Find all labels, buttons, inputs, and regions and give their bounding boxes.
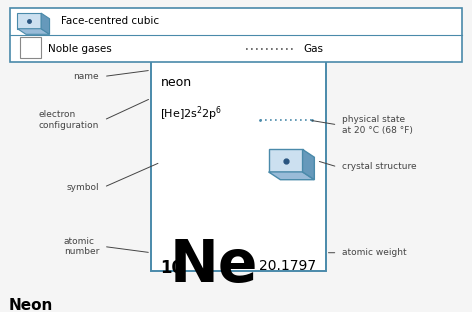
Text: crystal structure: crystal structure	[342, 163, 417, 171]
Text: Face-centred cubic: Face-centred cubic	[61, 16, 160, 26]
Text: atomic
number: atomic number	[64, 237, 99, 256]
Bar	[17, 13, 41, 29]
Text: $\mathregular{[He]2s^22p^6}$: $\mathregular{[He]2s^22p^6}$	[160, 105, 223, 123]
Text: Neon: Neon	[8, 298, 53, 312]
Text: symbol: symbol	[67, 183, 99, 192]
Polygon shape	[41, 13, 50, 34]
Polygon shape	[303, 149, 314, 180]
Text: neon: neon	[160, 76, 192, 90]
Text: atomic weight: atomic weight	[342, 248, 407, 257]
Polygon shape	[269, 172, 314, 180]
Text: physical state
at 20 °C (68 °F): physical state at 20 °C (68 °F)	[342, 115, 413, 134]
FancyBboxPatch shape	[151, 47, 326, 271]
Text: Ne: Ne	[170, 237, 258, 294]
Text: 10: 10	[160, 259, 184, 277]
Polygon shape	[17, 29, 50, 34]
FancyBboxPatch shape	[269, 149, 303, 172]
Text: name: name	[74, 72, 99, 81]
Text: 20.1797: 20.1797	[259, 259, 316, 273]
FancyBboxPatch shape	[10, 8, 462, 62]
Text: Gas: Gas	[303, 44, 323, 54]
Text: Noble gases: Noble gases	[48, 44, 112, 54]
Text: electron
configuration: electron configuration	[39, 110, 99, 130]
Bar	[20, 37, 41, 58]
